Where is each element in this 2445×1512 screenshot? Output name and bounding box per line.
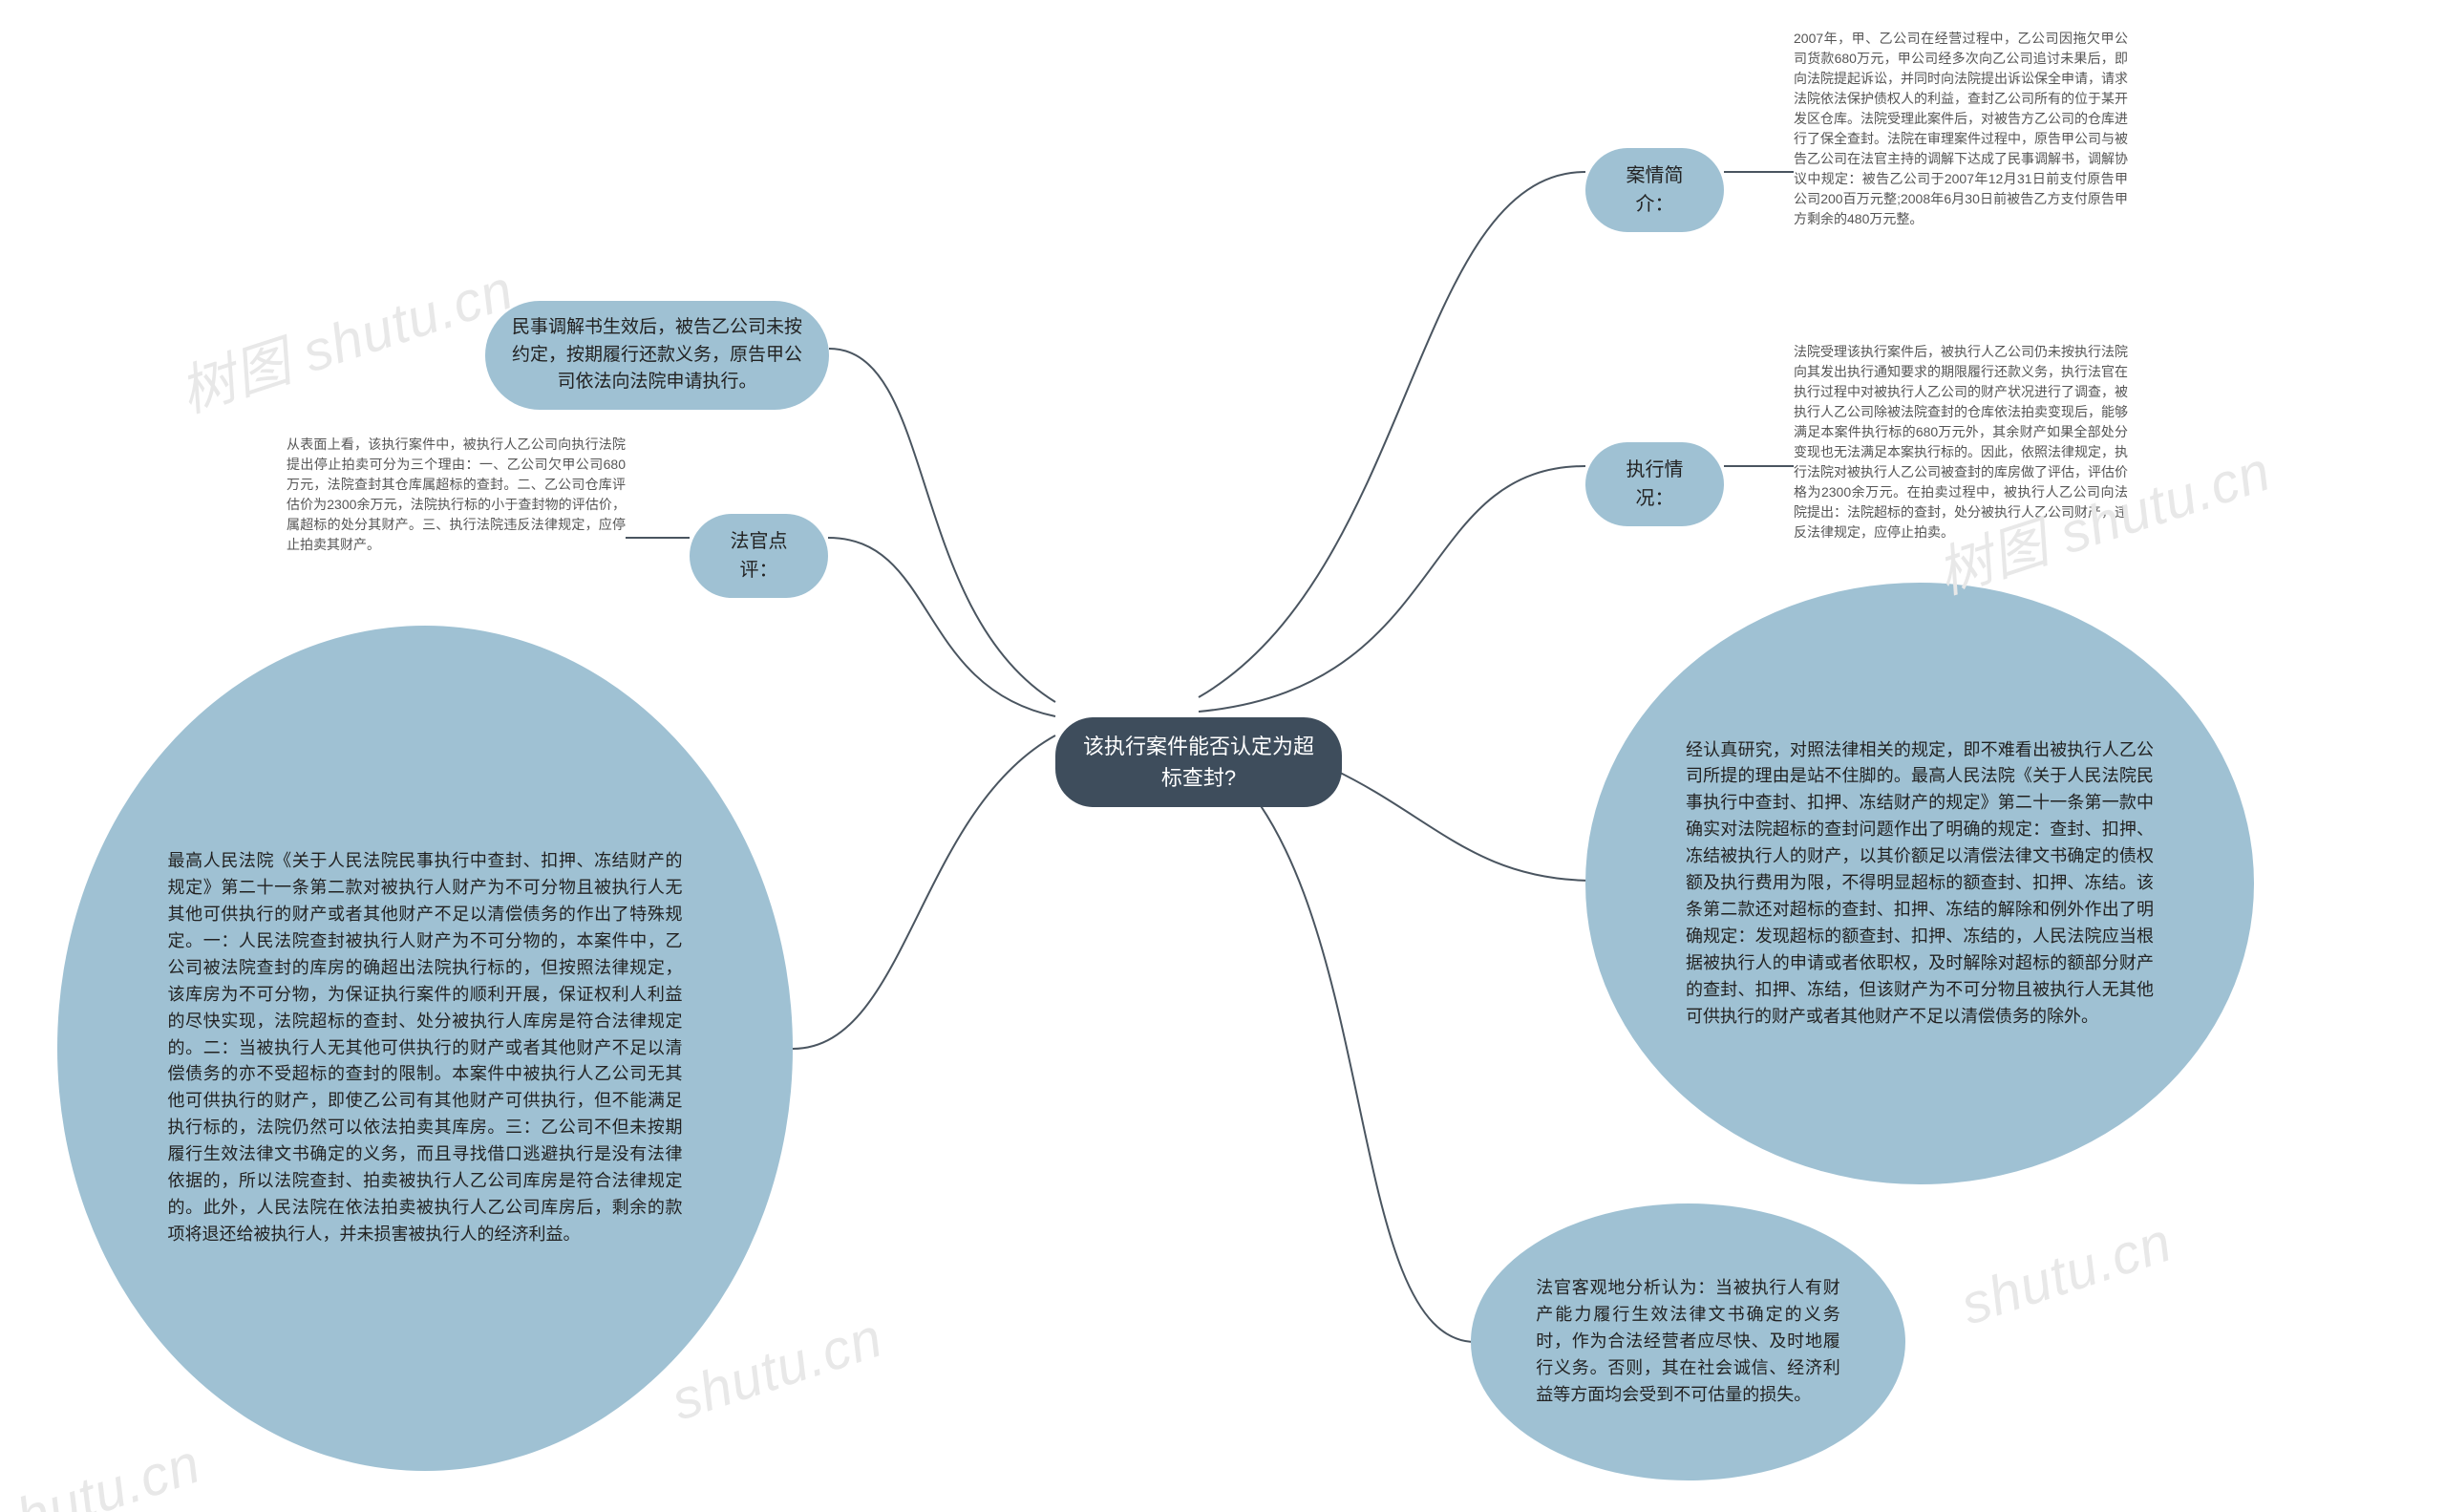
node-bubble-l: 最高人民法院《关于人民法院民事执行中查封、扣押、冻结财产的规定》第二十一条第二款…	[57, 626, 793, 1471]
bubble-text: 最高人民法院《关于人民法院民事执行中查封、扣押、冻结财产的规定》第二十一条第二款…	[168, 848, 683, 1247]
node-mediation: 民事调解书生效后，被告乙公司未按约定，按期履行还款义务，原告甲公司依法向法院申请…	[485, 301, 829, 410]
bubble-text: 经认真研究，对照法律相关的规定，即不难看出被执行人乙公司所提的理由是站不住脚的。…	[1686, 737, 2154, 1031]
bubble-text: 法官客观地分析认为：当被执行人有财产能力履行生效法律文书确定的义务时，作为合法经…	[1536, 1275, 1840, 1408]
watermark: 树图 shutu.cn	[168, 245, 522, 428]
watermark: 图 shutu.cn	[0, 1418, 209, 1512]
node-exec-para: 法院受理该执行案件后，被执行人乙公司仍未按执行法院向其发出执行通知要求的期限履行…	[1794, 342, 2128, 543]
node-exec: 执行情况：	[1585, 442, 1724, 526]
watermark: shutu.cn	[1953, 1210, 2179, 1338]
center-node: 该执行案件能否认定为超标查封?	[1055, 717, 1342, 807]
node-case-para: 2007年，甲、乙公司在经营过程中，乙公司因拖欠甲公司货款680万元，甲公司经多…	[1794, 29, 2128, 229]
node-case: 案情简介：	[1585, 148, 1724, 232]
node-bubble-r: 经认真研究，对照法律相关的规定，即不难看出被执行人乙公司所提的理由是站不住脚的。…	[1585, 583, 2254, 1184]
node-bubble-br: 法官客观地分析认为：当被执行人有财产能力履行生效法律文书确定的义务时，作为合法经…	[1471, 1203, 1905, 1480]
node-judge: 法官点评：	[690, 514, 828, 598]
node-judge-para: 从表面上看，该执行案件中，被执行人乙公司向执行法院提出停止拍卖可分为三个理由：一…	[287, 435, 626, 555]
